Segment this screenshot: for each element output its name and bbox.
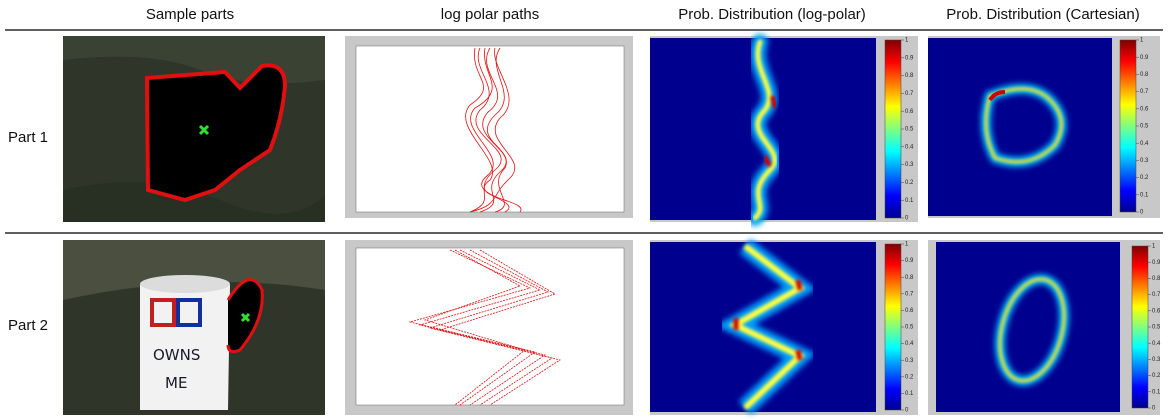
colorbar [884,243,902,411]
colorbar-tick-label: 0.7 [1140,89,1149,95]
colorbar-tick-label: 0 [905,408,909,414]
colorbar-tick-label: 1 [905,242,909,248]
colorbar-tick-label: 0.9 [1152,260,1161,266]
colorbar-tick-label: 0 [1152,406,1156,412]
colorbar-tick-label: 0 [1140,210,1144,216]
column-header: Prob. Distribution (log-polar) [678,6,866,23]
colorbar-tick-label: 0.6 [905,109,914,115]
colorbar-tick-label: 1 [1152,244,1156,250]
colorbar-tick-label: 0.4 [905,341,914,347]
colorbar-tick-label: 0.5 [1152,325,1161,331]
colorbar-tick-label: 0.3 [905,162,914,168]
colorbar-tick-label: 0.2 [1152,373,1161,379]
mug-text: OWNS [153,346,200,364]
row-label: Part 2 [8,317,48,334]
colorbar-tick-label: 0.3 [1140,158,1149,164]
colorbar-tick-label: 0.7 [1152,292,1161,298]
mug-text: ME [165,374,187,392]
colorbar-tick-label: 0.8 [905,73,914,79]
path-plot [345,240,633,415]
colorbar-tick-label: 0.4 [1152,341,1161,347]
colorbar [884,39,902,219]
colorbar-tick-label: 0 [905,216,909,222]
colorbar-tick-label: 0.9 [1140,55,1149,61]
colorbar [1119,39,1137,213]
colorbar-tick-label: 0.1 [1152,389,1161,395]
row-label: Part 1 [8,129,48,146]
colorbar-tick-label: 0.7 [905,291,914,297]
heatmap [650,238,918,415]
colorbar [1131,245,1149,409]
colorbar-tick-label: 0.3 [1152,357,1161,363]
sample-image [63,36,325,222]
colorbar-tick-label: 0.6 [1140,106,1149,112]
colorbar-tick-label: 0.8 [905,275,914,281]
colorbar-tick-label: 0.2 [905,180,914,186]
colorbar-tick-label: 0.8 [1152,276,1161,282]
colorbar-tick-label: 0.4 [905,144,914,150]
sample-image: OWNS ME [63,240,325,415]
colorbar-tick-label: 0.6 [1152,308,1161,314]
path-plot [345,36,633,218]
colorbar-tick-label: 0.1 [1140,192,1149,198]
colorbar-tick-label: 0.2 [1140,175,1149,181]
colorbar-tick-label: 1 [1140,38,1144,44]
colorbar-tick-label: 0.5 [905,127,914,133]
colorbar-tick-label: 1 [905,38,909,44]
colorbar-tick-label: 0.1 [905,198,914,204]
heatmap [928,240,1160,415]
column-header: Prob. Distribution (Cartesian) [946,6,1139,23]
colorbar-tick-label: 0.7 [905,91,914,97]
colorbar-tick-label: 0.9 [905,55,914,61]
colorbar-tick-label: 0.5 [905,325,914,331]
colorbar-tick-label: 0.6 [905,308,914,314]
colorbar-tick-label: 0.2 [905,374,914,380]
colorbar-tick-label: 0.5 [1140,124,1149,130]
heatmap [650,34,918,226]
column-header: log polar paths [441,6,539,23]
colorbar-tick-label: 0.4 [1140,141,1149,147]
colorbar-tick-label: 0.1 [905,391,914,397]
colorbar-tick-label: 0.9 [905,258,914,264]
colorbar-tick-label: 0.8 [1140,72,1149,78]
column-header: Sample parts [146,6,234,23]
colorbar-tick-label: 0.3 [905,358,914,364]
